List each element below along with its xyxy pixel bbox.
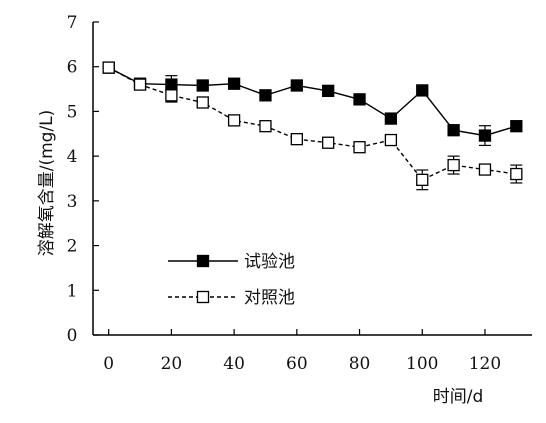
- data-point-marker: [384, 112, 398, 125]
- data-point-marker: [353, 141, 366, 154]
- data-point-marker: [353, 93, 366, 106]
- data-point-marker: [227, 114, 241, 127]
- x-axis-title: 时间/d: [433, 387, 484, 407]
- y-tick-label: 3: [67, 192, 78, 212]
- data-point-marker: [447, 158, 460, 172]
- series-control-pool: [102, 61, 523, 191]
- data-point-marker: [196, 79, 209, 92]
- data-point-marker: [478, 129, 492, 142]
- data-point-marker: [510, 167, 523, 181]
- axes: 0 1 2 3 4 5 6 7 0 20 40 60 80 100 120: [67, 13, 532, 374]
- data-point-marker: [165, 89, 178, 102]
- legend-label: 对照池: [244, 288, 295, 308]
- data-point-marker: [416, 173, 429, 186]
- y-tick-label: 6: [67, 58, 78, 78]
- data-point-marker: [416, 84, 429, 97]
- data-point-marker: [447, 124, 460, 137]
- series-line: [108, 66, 517, 181]
- data-point-marker: [259, 89, 272, 102]
- x-tick-label: 100: [406, 354, 438, 374]
- y-tick-label: 5: [67, 102, 78, 122]
- y-tick-label: 4: [67, 147, 78, 167]
- legend-label: 试验池: [244, 252, 295, 272]
- data-point-marker: [227, 77, 241, 90]
- data-point-marker: [290, 133, 303, 146]
- data-point-marker: [322, 84, 335, 98]
- x-tick-label: 40: [223, 354, 245, 374]
- data-point-marker: [322, 136, 335, 149]
- data-point-marker: [102, 61, 115, 74]
- y-axis-title: 溶解氧含量/(mg/L): [37, 110, 57, 257]
- x-tick-label: 20: [161, 354, 183, 374]
- y-tick-label: 7: [67, 13, 78, 33]
- data-point-marker: [196, 96, 209, 109]
- data-point-marker: [133, 78, 147, 91]
- data-point-marker: [290, 79, 303, 92]
- y-tick-label: 2: [67, 237, 78, 257]
- data-point-marker: [259, 120, 272, 133]
- data-point-marker: [384, 133, 398, 147]
- y-tick-label: 1: [67, 281, 78, 301]
- legend-marker: [196, 254, 210, 268]
- series-layer: [102, 61, 523, 191]
- data-point-marker: [478, 163, 492, 176]
- legend-marker: [196, 290, 210, 304]
- x-tick-label: 80: [349, 354, 371, 374]
- series-test-pool: [102, 61, 523, 147]
- x-tick-label: 120: [469, 354, 501, 374]
- x-tick-label: 60: [286, 354, 308, 374]
- y-tick-label: 0: [67, 326, 78, 346]
- data-point-marker: [510, 120, 523, 133]
- x-tick-label: 0: [103, 354, 114, 374]
